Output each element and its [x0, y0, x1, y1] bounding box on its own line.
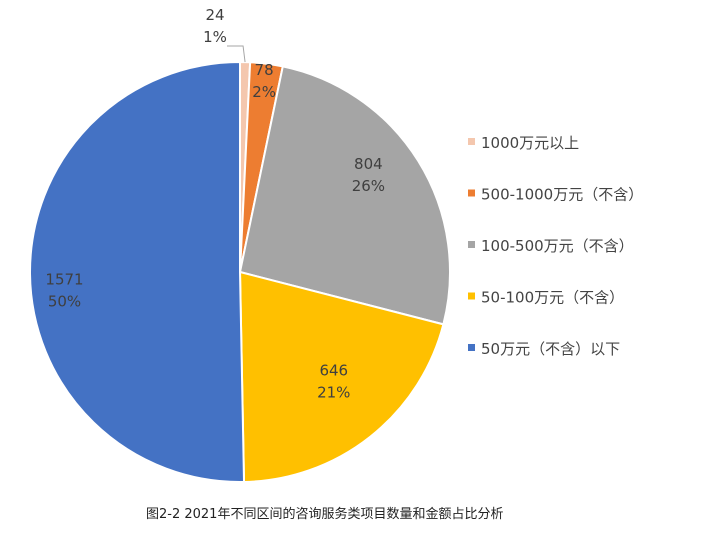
leader-line-0 — [227, 45, 246, 63]
leader-lines — [227, 45, 246, 63]
data-labels: 24 1% 78 2% 804 26% 646 21% 1571 50% — [45, 6, 385, 402]
data-label-percent-0: 1% — [203, 28, 227, 46]
data-label-value-1: 78 — [255, 61, 274, 79]
legend-label-3: 50-100万元（不含） — [481, 289, 624, 307]
legend: 1000万元以上 500-1000万元（不含） 100-500万元（不含） 50-10… — [468, 134, 643, 358]
pie-slice-3 — [238, 270, 445, 483]
data-label-percent-1: 2% — [252, 83, 276, 101]
legend-marker-1 — [468, 189, 475, 197]
figure-caption: 图2-2 2021年不同区间的咨询服务类项目数量和金额占比分析 — [146, 506, 503, 522]
legend-label-1: 500-1000万元（不含） — [481, 186, 643, 204]
data-label-value-2: 804 — [354, 155, 383, 173]
pie-slice-2 — [238, 65, 451, 326]
data-label-percent-3: 21% — [317, 384, 350, 402]
pie-slices — [29, 60, 451, 483]
legend-marker-4 — [468, 344, 475, 351]
data-label-value-3: 646 — [319, 362, 348, 380]
data-label-percent-2: 26% — [352, 177, 385, 195]
legend-label-0: 1000万元以上 — [481, 134, 579, 152]
legend-label-4: 50万元（不含）以下 — [481, 340, 620, 358]
legend-marker-0 — [468, 138, 475, 145]
data-label-value-0: 24 — [205, 6, 224, 24]
legend-marker-2 — [468, 241, 475, 248]
pie-slice-4 — [29, 60, 246, 483]
legend-label-2: 100-500万元（不含） — [481, 237, 634, 255]
data-label-percent-4: 50% — [48, 293, 81, 311]
data-label-value-4: 1571 — [45, 271, 83, 289]
legend-marker-3 — [468, 292, 475, 300]
